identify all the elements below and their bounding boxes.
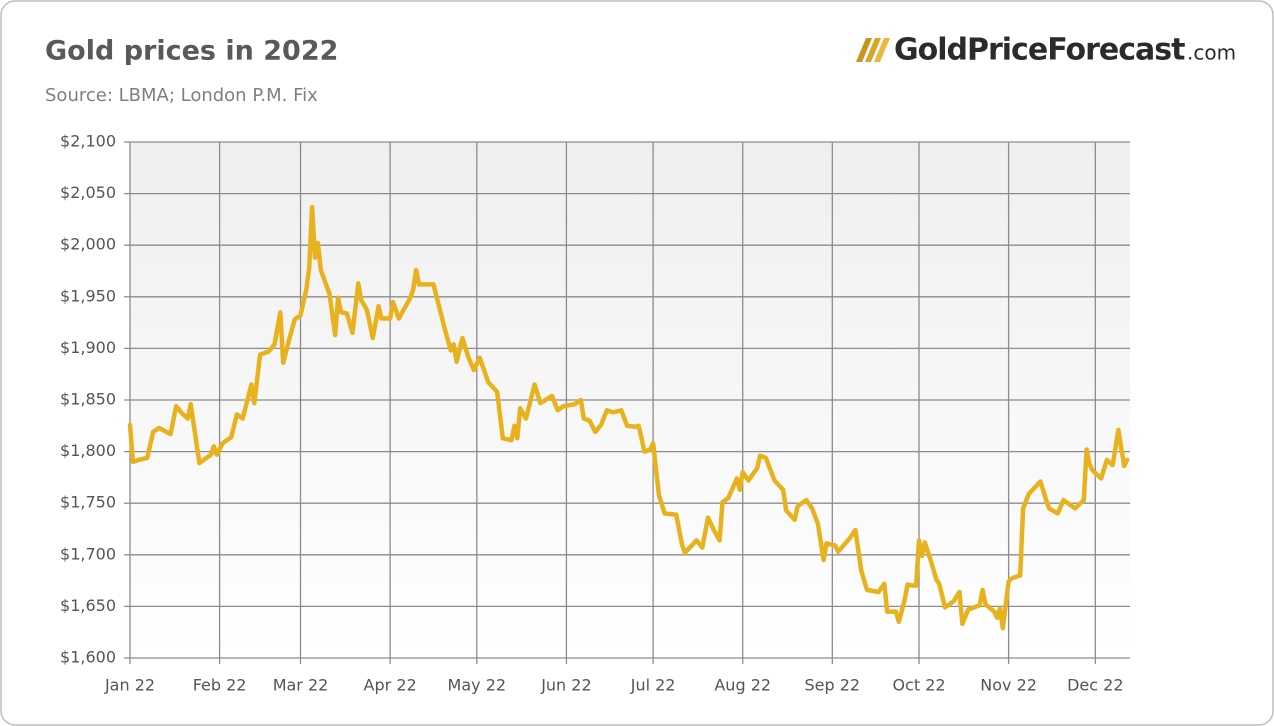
- x-tick-label: Aug 22: [714, 676, 771, 695]
- logo-text: GoldPriceForecast: [894, 33, 1185, 68]
- x-tick-label: Jul 22: [630, 676, 676, 695]
- y-tick-label: $2,100: [60, 132, 116, 151]
- logo-slash: [865, 38, 881, 62]
- x-tick-label: Apr 22: [364, 676, 417, 695]
- logo-slash: [856, 38, 872, 62]
- x-tick-label: Feb 22: [193, 676, 247, 695]
- y-tick-label: $1,650: [60, 596, 116, 615]
- x-tick-label: Mar 22: [273, 676, 329, 695]
- y-tick-label: $1,700: [60, 544, 116, 563]
- x-tick-label: Nov 22: [980, 676, 1037, 695]
- y-tick-label: $1,850: [60, 390, 116, 409]
- x-tick-label: Oct 22: [892, 676, 945, 695]
- logo-slash: [874, 38, 890, 62]
- logo-suffix: .com: [1187, 41, 1236, 65]
- y-tick-label: $1,800: [60, 441, 116, 460]
- x-tick-label: Jan 22: [104, 676, 155, 695]
- y-tick-label: $1,950: [60, 286, 116, 305]
- x-tick-label: Jun 22: [540, 676, 591, 695]
- x-tick-label: Dec 22: [1067, 676, 1123, 695]
- y-tick-label: $2,050: [60, 183, 116, 202]
- y-tick-label: $2,000: [60, 235, 116, 254]
- y-tick-label: $1,600: [60, 648, 116, 667]
- y-tick-label: $1,750: [60, 493, 116, 512]
- price-line: [127, 204, 1130, 631]
- chart-title: Gold prices in 2022: [45, 36, 338, 67]
- y-tick-label: $1,900: [60, 338, 116, 357]
- x-tick-label: Sep 22: [805, 676, 861, 695]
- x-tick-label: May 22: [448, 676, 507, 695]
- chart-subtitle: Source: LBMA; London P.M. Fix: [45, 85, 318, 106]
- logo: GoldPriceForecast .com: [856, 33, 1236, 68]
